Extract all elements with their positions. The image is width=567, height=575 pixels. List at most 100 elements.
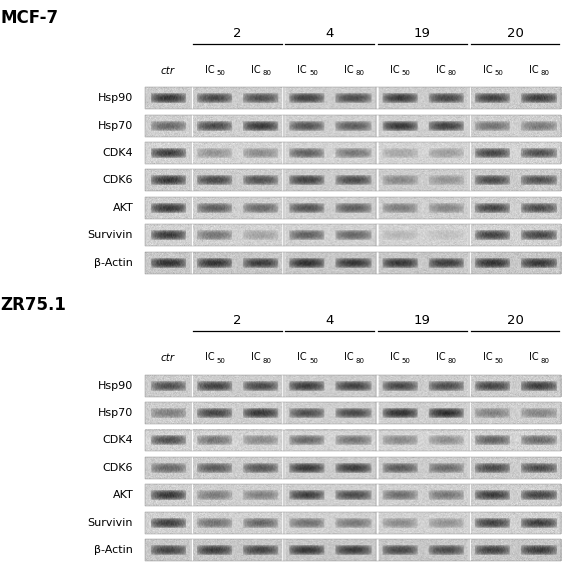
Text: IC: IC <box>344 352 353 362</box>
Bar <box>145 197 191 218</box>
Bar <box>376 539 469 561</box>
Bar <box>469 512 561 534</box>
Text: 2: 2 <box>233 27 242 40</box>
Bar <box>376 484 469 506</box>
Bar <box>376 114 469 136</box>
Text: IC: IC <box>529 352 539 362</box>
Bar <box>376 170 469 191</box>
Text: CDK4: CDK4 <box>103 148 133 158</box>
Text: IC: IC <box>251 64 261 75</box>
Bar <box>145 114 191 136</box>
Bar <box>469 484 561 506</box>
Text: 80: 80 <box>356 70 364 76</box>
Bar <box>284 170 376 191</box>
Text: IC: IC <box>344 64 353 75</box>
Bar <box>469 402 561 424</box>
Bar <box>376 224 469 246</box>
Text: Hsp90: Hsp90 <box>98 381 133 390</box>
Bar <box>145 484 191 506</box>
Bar <box>284 430 376 451</box>
Text: 80: 80 <box>540 358 549 363</box>
Text: β-Actin: β-Actin <box>94 258 133 267</box>
Bar <box>145 375 191 397</box>
Text: IC: IC <box>390 64 400 75</box>
Bar <box>284 402 376 424</box>
Bar <box>284 457 376 479</box>
Bar <box>191 430 284 451</box>
Bar <box>469 114 561 136</box>
Bar <box>469 539 561 561</box>
Bar <box>376 252 469 274</box>
Bar <box>376 142 469 164</box>
Text: IC: IC <box>390 352 400 362</box>
Text: 4: 4 <box>325 315 334 327</box>
Bar <box>191 402 284 424</box>
Bar <box>284 114 376 136</box>
Bar <box>145 252 191 274</box>
Bar <box>284 224 376 246</box>
Text: AKT: AKT <box>112 203 133 213</box>
Text: 50: 50 <box>309 70 318 76</box>
Bar <box>376 87 469 109</box>
Bar <box>145 402 191 424</box>
Text: 80: 80 <box>540 70 549 76</box>
Bar <box>469 224 561 246</box>
Bar <box>191 375 284 397</box>
Text: 19: 19 <box>414 315 431 327</box>
Text: 80: 80 <box>263 358 272 363</box>
Bar <box>191 87 284 109</box>
Text: 80: 80 <box>448 358 457 363</box>
Bar <box>191 197 284 218</box>
Text: IC: IC <box>483 352 492 362</box>
Text: 50: 50 <box>494 358 503 363</box>
Text: IC: IC <box>205 64 214 75</box>
Bar <box>191 457 284 479</box>
Text: AKT: AKT <box>112 490 133 500</box>
Text: β-Actin: β-Actin <box>94 545 133 555</box>
Bar <box>191 142 284 164</box>
Bar <box>145 224 191 246</box>
Text: IC: IC <box>205 352 214 362</box>
Bar <box>145 539 191 561</box>
Text: IC: IC <box>297 64 307 75</box>
Text: IC: IC <box>297 352 307 362</box>
Bar <box>469 252 561 274</box>
Text: IC: IC <box>436 352 446 362</box>
Bar <box>191 512 284 534</box>
Text: 4: 4 <box>325 27 334 40</box>
Text: ctr: ctr <box>160 66 175 76</box>
Text: ctr: ctr <box>160 354 175 363</box>
Bar <box>145 430 191 451</box>
Text: IC: IC <box>436 64 446 75</box>
Text: IC: IC <box>529 64 539 75</box>
Bar <box>376 512 469 534</box>
Bar <box>145 457 191 479</box>
Bar <box>145 170 191 191</box>
Bar <box>284 484 376 506</box>
Text: 50: 50 <box>494 70 503 76</box>
Bar <box>191 114 284 136</box>
Text: IC: IC <box>251 352 261 362</box>
Text: IC: IC <box>483 64 492 75</box>
Bar <box>145 87 191 109</box>
Text: 50: 50 <box>217 358 225 363</box>
Bar <box>191 224 284 246</box>
Bar <box>191 170 284 191</box>
Bar <box>284 197 376 218</box>
Text: CDK6: CDK6 <box>103 463 133 473</box>
Bar <box>284 375 376 397</box>
Bar <box>469 170 561 191</box>
Bar <box>376 457 469 479</box>
Text: CDK6: CDK6 <box>103 175 133 185</box>
Text: 2: 2 <box>233 315 242 327</box>
Text: 80: 80 <box>263 70 272 76</box>
Text: Survivin: Survivin <box>88 230 133 240</box>
Bar <box>376 430 469 451</box>
Text: 50: 50 <box>401 358 411 363</box>
Text: 19: 19 <box>414 27 431 40</box>
Bar <box>145 512 191 534</box>
Bar <box>469 142 561 164</box>
Text: Hsp90: Hsp90 <box>98 93 133 103</box>
Bar <box>469 197 561 218</box>
Bar <box>284 87 376 109</box>
